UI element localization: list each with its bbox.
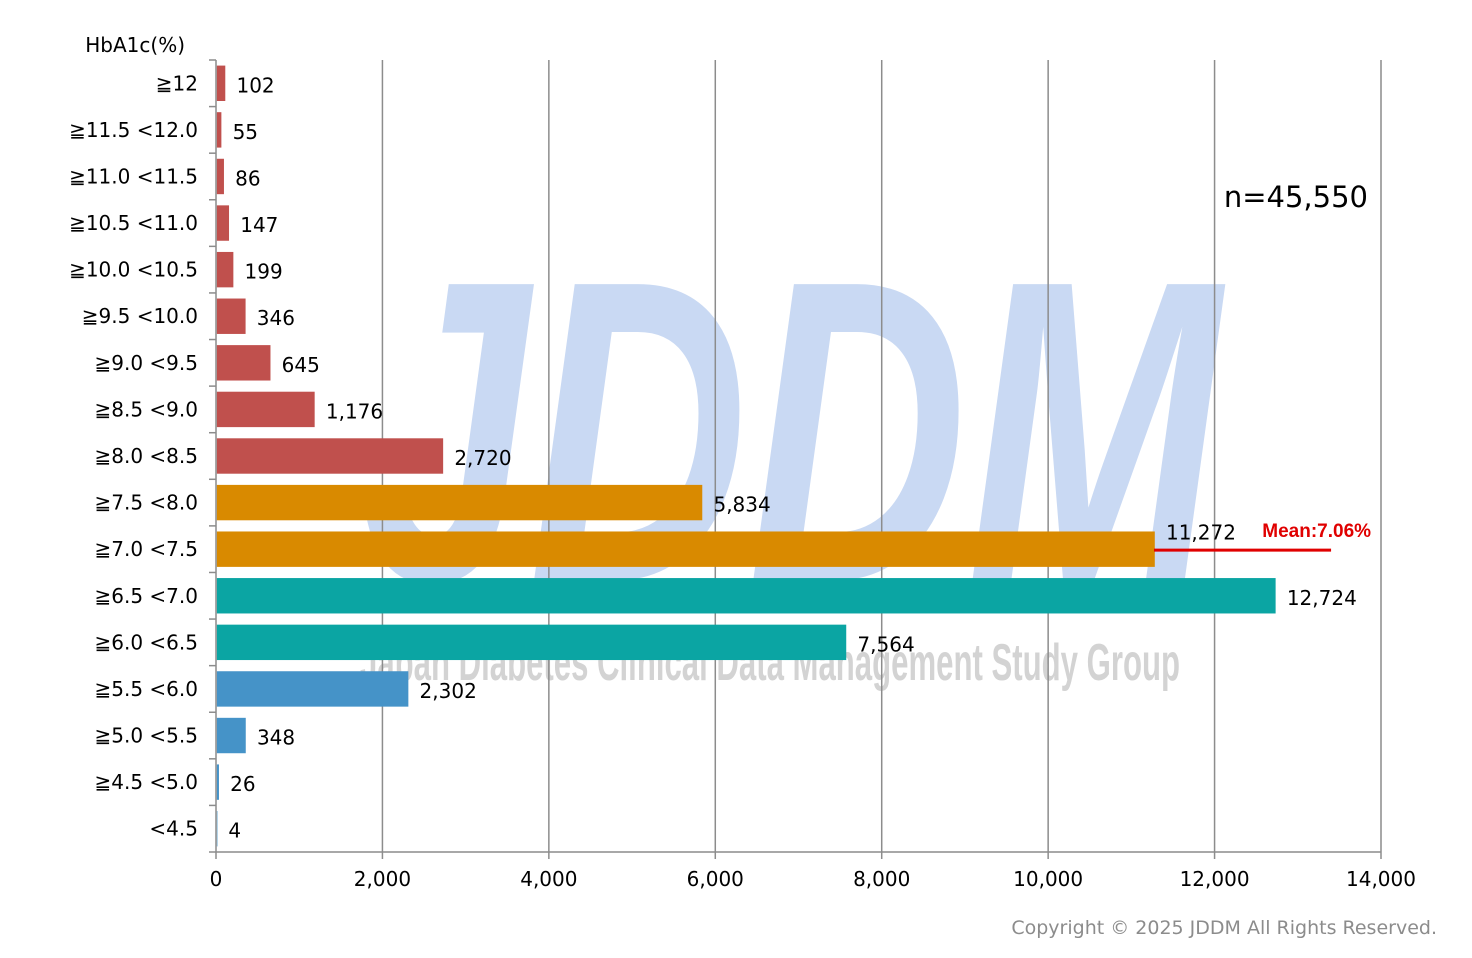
bar	[216, 158, 224, 195]
bar-value-label: 1,176	[326, 399, 383, 423]
bar	[216, 112, 222, 148]
bar-value-label: 645	[282, 353, 320, 377]
bar-value-label: 4	[228, 819, 241, 843]
bar	[216, 251, 234, 288]
bar	[216, 717, 246, 754]
y-category-label: ≧6.0 <6.5	[95, 630, 199, 654]
gridlines	[381, 60, 1382, 852]
x-tick-label: 8,000	[853, 867, 910, 891]
bar	[216, 391, 315, 428]
bar-value-label: 2,302	[420, 679, 477, 703]
bar-value-label: 11,272	[1166, 520, 1236, 544]
copyright-notice: Copyright © 2025 JDDM All Rights Reserve…	[1011, 917, 1437, 939]
x-tick-label: 4,000	[520, 867, 577, 891]
bar	[216, 438, 444, 474]
bar-value-label: 86	[235, 166, 260, 190]
y-category-label: ≧6.5 <7.0	[95, 584, 199, 608]
bar-value-label: 102	[236, 73, 274, 97]
watermark: JDDM Japan Diabetes Clinical Data Manage…	[360, 192, 1228, 692]
y-category-label: ≧10.5 <11.0	[69, 211, 198, 235]
axes: 0 2,000 4,000 6,000 8,000 10,000 12,000 14,000 ≧…	[69, 59, 1416, 891]
bar-value-label: 7,564	[857, 632, 914, 656]
y-category-label: ≧5.0 <5.5	[95, 724, 199, 748]
y-category-label: ≧12	[156, 71, 198, 95]
bar	[216, 205, 230, 241]
y-category-label: ≧7.0 <7.5	[95, 537, 199, 561]
bar-value-label: 147	[240, 213, 278, 237]
bar-value-label: 199	[245, 260, 283, 284]
y-category-label: ≧7.5 <8.0	[95, 491, 199, 515]
bar	[216, 484, 703, 521]
bar-value-label: 12,724	[1287, 586, 1357, 610]
y-category-label: <4.5	[149, 817, 198, 841]
bar	[216, 624, 847, 661]
y-category-label: ≧9.5 <10.0	[82, 304, 198, 328]
x-tick-label: 12,000	[1180, 867, 1250, 891]
bar	[216, 671, 409, 707]
mean-label: Mean:7.06%	[1262, 521, 1371, 542]
y-category-label: ≧9.0 <9.5	[95, 351, 199, 375]
x-tick-label: 2,000	[354, 867, 411, 891]
bar-value-label: 348	[257, 726, 295, 750]
mean-marker: Mean:7.06%	[1153, 521, 1371, 552]
bar-value-label: 26	[230, 772, 255, 796]
bar	[216, 811, 218, 847]
y-category-label: ≧11.0 <11.5	[69, 164, 198, 188]
bar	[216, 764, 219, 800]
x-tick-label: 6,000	[687, 867, 744, 891]
y-category-label: ≧10.0 <10.5	[69, 258, 198, 282]
sample-size-label: n=45,550	[1224, 180, 1368, 214]
y-axis-title: HbA1c(%)	[85, 33, 185, 57]
bar	[216, 531, 1155, 567]
y-category-label: ≧8.5 <9.0	[95, 397, 199, 421]
bar	[216, 298, 246, 334]
bar	[216, 578, 1276, 614]
bar-value-label: 5,834	[713, 493, 770, 517]
bar	[216, 65, 226, 101]
y-category-label: ≧5.5 <6.0	[95, 677, 199, 701]
x-tick-label: 0	[210, 867, 223, 891]
y-category-label: ≧4.5 <5.0	[95, 770, 199, 794]
x-tick-label: 10,000	[1013, 867, 1083, 891]
y-category-label: ≧11.5 <12.0	[69, 118, 198, 142]
bar	[216, 345, 271, 381]
bar-value-label: 55	[233, 120, 258, 144]
x-tick-label: 14,000	[1346, 867, 1416, 891]
y-category-label: ≧8.0 <8.5	[95, 444, 199, 468]
bar-value-label: 346	[257, 306, 295, 330]
bar-value-label: 2,720	[454, 446, 511, 470]
